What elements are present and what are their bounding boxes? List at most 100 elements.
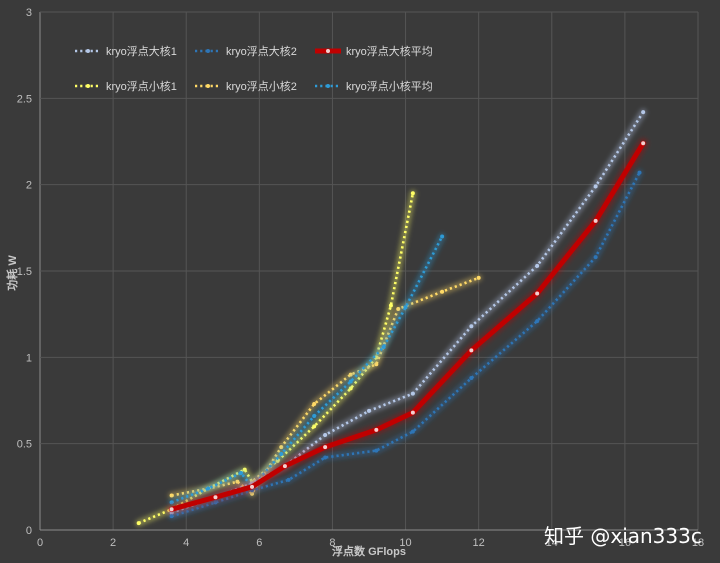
x-tick-label: 12 xyxy=(473,537,485,549)
data-point xyxy=(469,324,474,329)
data-point xyxy=(312,424,317,429)
series-1 xyxy=(168,108,647,517)
legend-item-6: kryo浮点小核平均 xyxy=(315,79,433,93)
y-tick-label: 1.5 xyxy=(17,266,32,278)
legend-item-1: kryo浮点大核1 xyxy=(75,44,177,58)
series-line xyxy=(171,276,480,497)
x-tick-label: 16 xyxy=(619,537,631,549)
legend-marker xyxy=(206,49,210,53)
data-point xyxy=(593,255,598,260)
data-point xyxy=(535,291,540,296)
y-tick-label: 2 xyxy=(26,180,32,192)
data-point xyxy=(469,376,474,381)
data-point xyxy=(367,408,371,413)
series-glow xyxy=(168,233,446,506)
data-point xyxy=(374,448,379,453)
legend-item-3: kryo浮点大核平均 xyxy=(315,44,433,58)
legend-label: kryo浮点小核1 xyxy=(106,79,177,93)
data-point xyxy=(374,362,379,367)
x-tick-label: 8 xyxy=(329,537,335,549)
series-glow xyxy=(168,108,647,517)
data-point xyxy=(323,433,328,438)
data-point xyxy=(440,234,445,239)
data-point xyxy=(136,521,141,526)
data-point xyxy=(213,495,218,500)
series-lines xyxy=(135,108,649,527)
data-point xyxy=(641,141,646,146)
data-point xyxy=(641,110,646,115)
legend-label: kryo浮点小核平均 xyxy=(346,79,433,93)
data-point xyxy=(282,464,287,469)
series-6 xyxy=(168,233,446,506)
data-point xyxy=(348,386,353,391)
y-tick-label: 0 xyxy=(26,525,32,537)
data-point xyxy=(312,401,317,406)
legend-label: kryo浮点大核2 xyxy=(226,44,297,58)
data-point xyxy=(535,319,540,324)
data-point xyxy=(279,452,284,457)
series-line xyxy=(171,235,444,504)
y-axis-title: 功耗 W xyxy=(5,255,19,291)
legend-marker xyxy=(326,84,330,88)
data-point xyxy=(476,275,481,280)
legend: kryo浮点大核1 kryo浮点大核2 kryo浮点大核平均 kryo浮点小核1 kry… xyxy=(75,44,433,93)
data-point xyxy=(396,306,401,311)
x-tick-label: 14 xyxy=(546,537,558,549)
data-point xyxy=(440,289,445,294)
y-tick-label: 1 xyxy=(26,352,32,364)
data-point xyxy=(323,445,328,450)
y-tick-label: 2.5 xyxy=(17,93,32,105)
data-point xyxy=(593,184,598,189)
legend-label: kryo浮点大核1 xyxy=(106,44,177,58)
y-tick-label: 0.5 xyxy=(17,439,32,451)
data-point xyxy=(469,348,474,353)
legend-marker xyxy=(206,84,210,88)
data-point xyxy=(348,379,353,384)
watermark-text: 知乎 @xian333c xyxy=(544,524,702,548)
legend-marker xyxy=(326,49,330,53)
series-line xyxy=(171,111,645,514)
x-tick-label: 0 xyxy=(37,537,43,549)
legend-label: kryo浮点大核平均 xyxy=(346,44,433,58)
data-point xyxy=(388,303,393,308)
data-point xyxy=(410,429,415,434)
tick-labels: 0 2 4 6 8 10 12 14 16 18 0 0.5 1 1.5 2 2.5 3 xyxy=(17,7,704,549)
data-point xyxy=(169,507,174,512)
data-point xyxy=(403,305,408,310)
x-axis-title: 浮点数 GFlops xyxy=(332,544,406,558)
data-point xyxy=(169,500,174,505)
data-point xyxy=(374,427,379,432)
x-tick-label: 18 xyxy=(692,537,704,549)
data-point xyxy=(250,484,255,489)
legend-item-5: kryo浮点小核2 xyxy=(195,79,297,93)
y-tick-label: 3 xyxy=(26,7,32,19)
data-point xyxy=(235,479,240,484)
data-point xyxy=(535,263,540,268)
data-point xyxy=(286,477,291,482)
data-point xyxy=(312,414,317,419)
data-point xyxy=(410,191,415,196)
data-point xyxy=(381,344,386,349)
data-point xyxy=(242,467,247,472)
data-point xyxy=(410,410,415,415)
x-tick-label: 2 xyxy=(110,537,116,549)
x-tick-label: 4 xyxy=(183,537,189,549)
data-point xyxy=(169,514,174,519)
series-3 xyxy=(166,138,649,515)
series-line xyxy=(171,172,641,518)
series-glow xyxy=(166,138,649,515)
series-5 xyxy=(168,274,483,499)
data-point xyxy=(323,455,328,460)
data-point xyxy=(206,486,211,491)
series-line xyxy=(169,140,646,512)
legend-marker xyxy=(86,49,90,53)
data-point xyxy=(239,471,244,476)
legend-item-2: kryo浮点大核2 xyxy=(195,44,297,58)
legend-label: kryo浮点小核2 xyxy=(226,79,297,93)
legend-marker xyxy=(86,84,90,88)
legend-item-4: kryo浮点小核1 xyxy=(75,79,177,93)
data-point xyxy=(169,493,174,498)
data-point xyxy=(593,218,598,223)
